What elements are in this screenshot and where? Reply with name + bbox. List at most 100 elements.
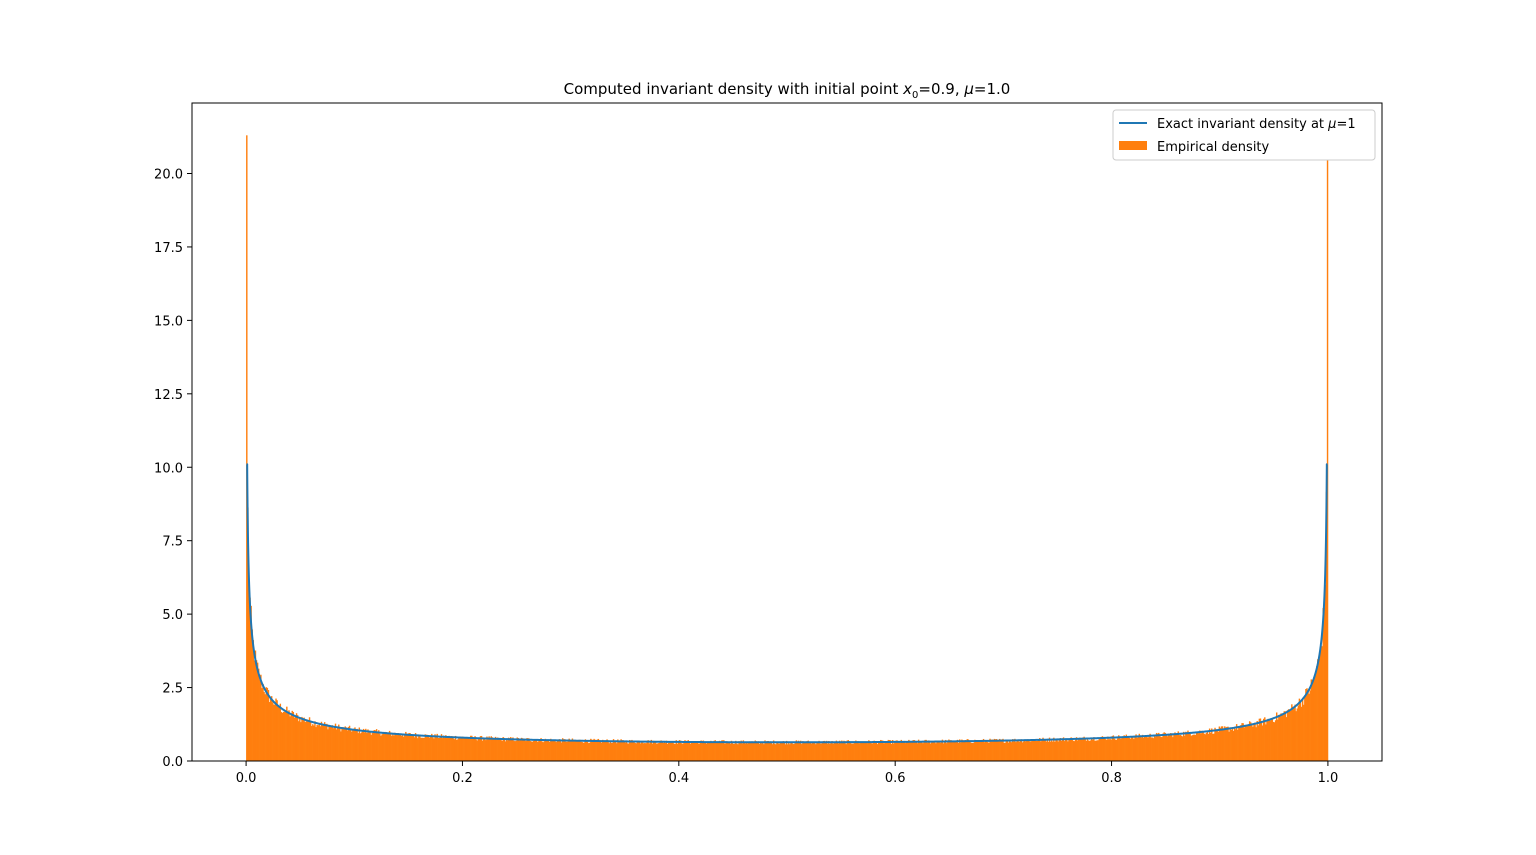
histogram-bar bbox=[597, 738, 600, 761]
histogram-bar bbox=[639, 743, 642, 761]
histogram-bar bbox=[272, 702, 274, 761]
histogram-bar bbox=[863, 742, 866, 761]
histogram-bar bbox=[709, 742, 711, 761]
histogram-bar bbox=[719, 741, 722, 761]
histogram-bar bbox=[441, 738, 444, 761]
histogram-bar bbox=[499, 738, 501, 761]
histogram-bar bbox=[986, 740, 988, 761]
histogram-bar bbox=[703, 742, 706, 761]
histogram-bar bbox=[1282, 714, 1284, 761]
legend: Exact invariant density at μ=1 Empirical… bbox=[1112, 109, 1376, 161]
histogram-bar bbox=[725, 741, 727, 761]
histogram-bar bbox=[572, 739, 575, 761]
histogram-bar bbox=[405, 731, 407, 761]
histogram-bar bbox=[924, 739, 926, 761]
histogram-bar bbox=[956, 739, 959, 761]
histogram-bar bbox=[661, 741, 663, 761]
histogram-bar bbox=[692, 742, 695, 761]
histogram-bar bbox=[1112, 735, 1115, 761]
histogram-bar bbox=[1300, 706, 1303, 761]
histogram-bar bbox=[770, 741, 773, 761]
histogram-bar bbox=[885, 742, 887, 761]
histogram-bar bbox=[382, 732, 384, 761]
histogram-bar bbox=[860, 741, 862, 761]
histogram-bar bbox=[418, 734, 420, 761]
histogram-bar bbox=[287, 712, 289, 761]
histogram-bar bbox=[344, 726, 346, 761]
histogram-bar bbox=[817, 743, 819, 761]
histogram-bar bbox=[1084, 738, 1086, 761]
histogram-bar bbox=[1231, 727, 1234, 761]
legend-label-empirical: Empirical density bbox=[1157, 140, 1270, 155]
histogram-bar bbox=[1003, 742, 1005, 761]
histogram-bar bbox=[1133, 739, 1135, 761]
histogram-bar bbox=[526, 738, 528, 761]
histogram-bar bbox=[458, 737, 460, 761]
histogram-bar bbox=[1274, 720, 1277, 761]
histogram-bar bbox=[897, 741, 899, 761]
histogram-bar bbox=[971, 742, 974, 761]
histogram-bar bbox=[966, 739, 969, 761]
histogram-bar bbox=[690, 742, 693, 761]
histogram-bar bbox=[1092, 739, 1094, 761]
histogram-bar bbox=[1293, 708, 1295, 761]
histogram-bar bbox=[967, 739, 970, 761]
histogram-bar bbox=[1298, 698, 1301, 761]
histogram-bar bbox=[1234, 729, 1237, 761]
histogram-bar bbox=[907, 740, 909, 761]
histogram-bar bbox=[1127, 736, 1130, 761]
histogram-bar bbox=[702, 740, 705, 761]
histogram-bar bbox=[1308, 693, 1310, 761]
histogram-bar bbox=[1288, 711, 1291, 761]
histogram-bar bbox=[598, 740, 601, 761]
histogram-bar bbox=[633, 742, 635, 761]
histogram-bar bbox=[532, 741, 535, 761]
histogram-bar bbox=[797, 740, 800, 761]
histogram-bar bbox=[854, 742, 856, 761]
histogram-bar bbox=[624, 742, 627, 761]
histogram-bar bbox=[779, 742, 781, 761]
histogram-bar bbox=[1132, 736, 1134, 761]
histogram-bar bbox=[339, 726, 341, 761]
histogram-bar bbox=[372, 730, 375, 761]
histogram-bar bbox=[1156, 733, 1159, 761]
histogram-bar bbox=[1041, 739, 1043, 761]
histogram-bar bbox=[470, 735, 472, 761]
histogram-bar bbox=[904, 743, 907, 761]
histogram-bar bbox=[874, 742, 877, 761]
histogram-bar bbox=[301, 716, 303, 761]
histogram-bar bbox=[691, 741, 694, 761]
histogram-bar bbox=[704, 742, 707, 761]
histogram-bar bbox=[994, 739, 997, 761]
histogram-bar bbox=[1014, 738, 1016, 761]
histogram-bar bbox=[296, 715, 299, 761]
histogram-bar bbox=[1198, 733, 1200, 761]
histogram-bar bbox=[659, 740, 661, 761]
histogram-bar bbox=[651, 743, 654, 761]
histogram-bar bbox=[1025, 741, 1027, 761]
histogram-bar bbox=[551, 740, 553, 761]
histogram-bar bbox=[1160, 736, 1162, 761]
histogram-bar bbox=[965, 741, 967, 761]
histogram-bar bbox=[590, 738, 592, 761]
histogram-bar bbox=[512, 737, 514, 761]
histogram-bar bbox=[263, 691, 265, 761]
histogram-bar bbox=[875, 741, 878, 761]
histogram-bar bbox=[1303, 704, 1305, 761]
histogram-bar bbox=[395, 734, 397, 761]
histogram-bar bbox=[555, 742, 557, 761]
histogram-bar bbox=[683, 743, 685, 761]
histogram-bar bbox=[314, 721, 316, 761]
histogram-bar bbox=[447, 736, 449, 761]
histogram-bar bbox=[1004, 742, 1006, 761]
histogram-bar bbox=[1314, 675, 1317, 761]
histogram-bar bbox=[941, 739, 944, 761]
histogram-bar bbox=[1259, 718, 1262, 761]
histogram-bar bbox=[836, 741, 839, 761]
histogram-bar bbox=[882, 740, 884, 761]
histogram-bar bbox=[587, 743, 590, 761]
histogram-bar bbox=[347, 726, 350, 761]
histogram-bar bbox=[1176, 734, 1178, 761]
histogram-bar bbox=[732, 743, 735, 761]
histogram-bar bbox=[544, 738, 547, 761]
